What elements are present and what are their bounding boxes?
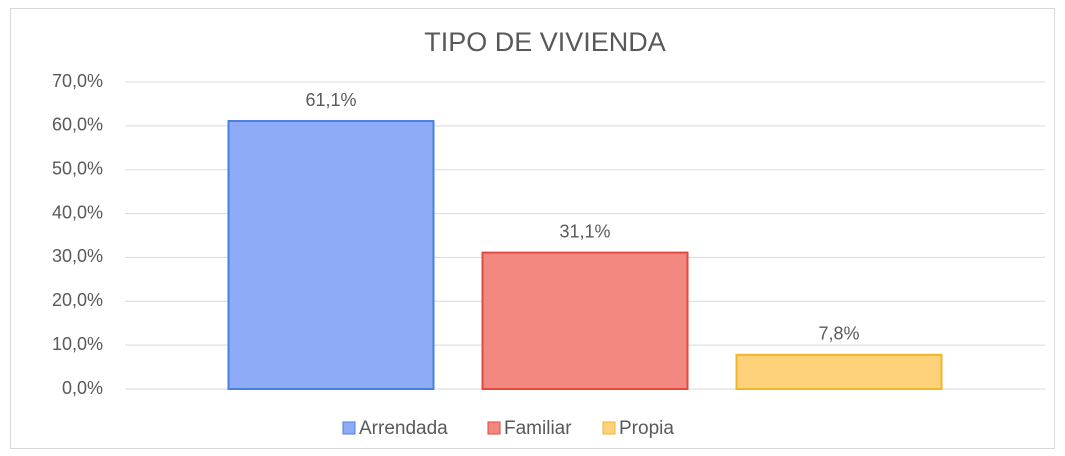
legend-label: Propia [619,418,674,439]
chart-title: TIPO DE VIVIENDA [424,27,666,57]
bar [227,120,435,390]
y-tick-label: 50,0% [52,158,103,178]
y-tick-label: 10,0% [52,334,103,354]
y-tick-label: 60,0% [52,115,103,135]
y-tick-label: 70,0% [52,71,103,91]
data-label: 7,8% [818,324,859,344]
legend-swatch [487,421,501,435]
y-tick-label: 20,0% [52,290,103,310]
data-label: 31,1% [559,221,610,241]
y-tick-label: 0,0% [62,378,103,398]
bar [735,353,943,391]
legend-label: Arrendada [359,418,448,439]
y-tick-label: 30,0% [52,246,103,266]
bar [481,251,689,390]
legend-label: Familiar [504,418,572,439]
legend-swatch [342,421,356,435]
legend-swatch [602,421,616,435]
y-tick-label: 40,0% [52,202,103,222]
data-label: 61,1% [305,90,356,110]
